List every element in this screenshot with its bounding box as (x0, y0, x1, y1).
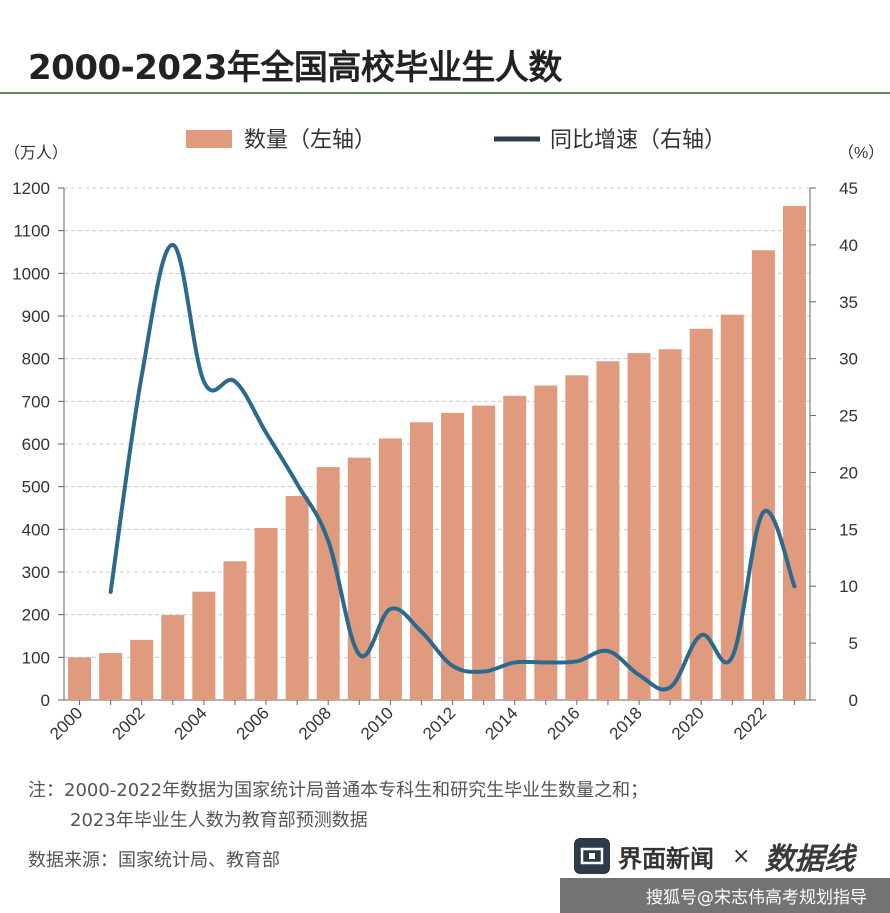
growth-rate-line (108, 242, 797, 692)
bar-2022 (751, 250, 775, 700)
y-left-tick-label: 1100 (13, 222, 50, 241)
y-right-tick-label: 5 (849, 634, 858, 653)
y-left-tick-label: 0 (41, 691, 50, 710)
bar-2014 (503, 395, 527, 700)
brand-block: 界面新闻 × 数据线 (574, 834, 854, 878)
y-left-tick-label: 500 (22, 478, 50, 497)
bar-2021 (720, 314, 744, 700)
brand-times: × (732, 843, 751, 869)
y-right-tick-label: 40 (839, 236, 858, 255)
bar-2001 (99, 653, 123, 700)
chart-svg: 数量（左轴） 同比增速（右轴）（万人） （%）0100200300400500600… (4, 127, 884, 744)
y-right-tick-label: 20 (839, 463, 858, 482)
x-tick-label: 2016 (544, 703, 584, 743)
x-tick-label: 2022 (730, 703, 770, 743)
y-right-tick-label: 30 (839, 350, 858, 369)
data-source: 数据来源：国家统计局、教育部 (28, 850, 280, 871)
y-right-tick-label: 25 (839, 407, 858, 426)
y-left-tick-label: 1200 (12, 179, 50, 198)
jiemian-logo-icon (574, 838, 610, 874)
y-left-tick-label: 1000 (12, 264, 50, 283)
bar-2012 (441, 412, 465, 700)
legend-bar-label: 数量（左轴） (244, 127, 376, 152)
y-right-tick-label: 45 (839, 179, 858, 198)
legend-bar-swatch (186, 130, 232, 148)
page-title: 2000-2023年全国高校毕业生人数 (28, 48, 562, 88)
y-left-tick-label: 200 (22, 606, 50, 625)
y-left-tick-label: 800 (22, 350, 50, 369)
y-right-tick-label: 35 (839, 293, 858, 312)
y-left-tick-label: 400 (22, 520, 50, 539)
note-line-1: 注：2000-2022年数据为国家统计局普通本专科生和研究生毕业生数量之和； (28, 780, 649, 801)
x-tick-label: 2000 (46, 703, 86, 743)
legend-line-label: 同比增速（右轴） (550, 127, 726, 152)
y-left-tick-label: 100 (22, 648, 50, 667)
x-tick-label: 2006 (233, 703, 273, 743)
note-line-2: 2023年毕业生人数为教育部预测数据 (70, 810, 368, 831)
y-right-tick-label: 10 (839, 577, 858, 596)
y-left-unit: （万人） (4, 144, 68, 162)
bar-2009 (347, 457, 371, 700)
bar-2000 (68, 657, 92, 700)
x-tick-label: 2010 (357, 703, 397, 743)
x-tick-label: 2020 (668, 703, 708, 743)
bar-2010 (378, 438, 402, 700)
bar-2007 (285, 496, 309, 700)
bar-2018 (627, 353, 651, 700)
x-tick-label: 2018 (606, 703, 646, 743)
bar-2023 (782, 205, 806, 701)
x-tick-label: 2008 (295, 703, 335, 743)
bar-2005 (223, 561, 247, 700)
data-wire-logo: 数据线 (764, 842, 855, 877)
bar-2015 (534, 385, 558, 700)
bar-2002 (130, 639, 154, 700)
bar-2017 (596, 361, 620, 700)
x-tick-label: 2012 (419, 703, 459, 743)
watermark-bar: 搜狐号@宋志伟高考规划指导 (560, 878, 890, 913)
y-right-tick-label: 0 (849, 691, 858, 710)
y-left-tick-label: 700 (22, 392, 50, 411)
x-tick-label: 2004 (171, 703, 211, 743)
x-tick-label: 2014 (481, 703, 521, 743)
bar-2004 (192, 591, 216, 700)
y-left-tick-label: 600 (22, 435, 50, 454)
brand-name: 界面新闻 (618, 844, 714, 873)
title-divider (0, 92, 890, 94)
bar-2019 (658, 349, 682, 700)
bar-2003 (161, 615, 185, 700)
y-right-unit: （%） (838, 144, 884, 162)
bar-2013 (472, 405, 496, 700)
y-left-tick-label: 900 (22, 307, 50, 326)
bar-2016 (565, 375, 589, 700)
y-right-tick-label: 15 (839, 520, 858, 539)
x-tick-label: 2002 (108, 703, 148, 743)
bar-2011 (409, 422, 433, 700)
bar-2020 (689, 328, 713, 700)
y-left-tick-label: 300 (22, 563, 50, 582)
bar-2006 (254, 528, 278, 700)
bar-2008 (316, 467, 340, 700)
